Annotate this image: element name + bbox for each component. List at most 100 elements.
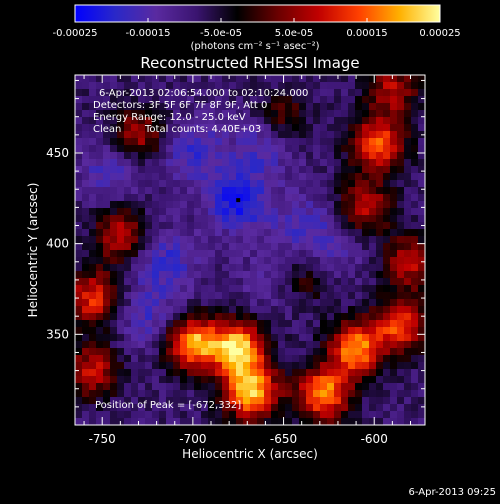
heatmap-cell (75, 243, 83, 251)
heatmap-cell (404, 75, 412, 83)
heatmap-cell (404, 152, 412, 160)
heatmap-cell (355, 404, 363, 412)
heatmap-cell (194, 96, 202, 104)
heatmap-cell (341, 187, 349, 195)
heatmap-cell (159, 278, 167, 286)
heatmap-cell (348, 285, 356, 293)
heatmap-cell (243, 383, 251, 391)
heatmap-cell (306, 292, 314, 300)
heatmap-cell (145, 397, 153, 405)
heatmap-cell (187, 75, 195, 83)
heatmap-cell (187, 285, 195, 293)
heatmap-cell (418, 327, 425, 335)
heatmap-cell (131, 131, 139, 139)
heatmap-cell (404, 390, 412, 398)
heatmap-cell (334, 390, 342, 398)
heatmap-cell (285, 229, 293, 237)
heatmap-cell (180, 313, 188, 321)
heatmap-cell (327, 306, 335, 314)
heatmap-cell (215, 411, 223, 419)
heatmap-cell (313, 334, 321, 342)
heatmap-cell (306, 236, 314, 244)
heatmap-cell (341, 285, 349, 293)
heatmap-cell (215, 320, 223, 328)
heatmap-cell (194, 278, 202, 286)
heatmap-cell (278, 369, 286, 377)
heatmap-cell (110, 299, 118, 307)
heatmap-cell (362, 285, 370, 293)
heatmap-cell (341, 390, 349, 398)
heatmap-cell (369, 117, 377, 125)
heatmap-cell (362, 397, 370, 405)
heatmap-cell (96, 166, 104, 174)
heatmap-cell (82, 404, 90, 412)
heatmap-cell (257, 82, 265, 90)
heatmap-cell (124, 117, 132, 125)
heatmap-cell (243, 327, 251, 335)
heatmap-cell (208, 320, 216, 328)
heatmap-cell (159, 334, 167, 342)
heatmap-cell (173, 187, 181, 195)
heatmap-cell (201, 334, 209, 342)
heatmap-cell (166, 334, 174, 342)
heatmap-cell (131, 271, 139, 279)
heatmap-cell (362, 236, 370, 244)
heatmap-cell (194, 376, 202, 384)
heatmap-cell (320, 208, 328, 216)
heatmap-cell (110, 404, 118, 412)
heatmap-cell (152, 159, 160, 167)
heatmap-cell (96, 250, 104, 258)
heatmap-cell (362, 145, 370, 153)
heatmap-cell (159, 89, 167, 97)
heatmap-cell (348, 369, 356, 377)
heatmap-cell (145, 222, 153, 230)
heatmap-cell (152, 369, 160, 377)
heatmap-cell (145, 229, 153, 237)
heatmap-cell (96, 369, 104, 377)
heatmap-cell (145, 194, 153, 202)
heatmap-cell (397, 208, 405, 216)
heatmap-cell (152, 404, 160, 412)
heatmap-cell (152, 110, 160, 118)
heatmap-cell (138, 299, 146, 307)
heatmap-cell (243, 285, 251, 293)
heatmap-cell (320, 124, 328, 132)
heatmap-cell (285, 404, 293, 412)
heatmap-cell (75, 355, 83, 363)
heatmap-cell (397, 334, 405, 342)
y-tick-label: 350 (46, 327, 69, 341)
heatmap-cell (103, 369, 111, 377)
heatmap-cell (355, 117, 363, 125)
heatmap-cell (187, 243, 195, 251)
heatmap-cell (145, 404, 153, 412)
heatmap-cell (152, 250, 160, 258)
heatmap-cell (138, 362, 146, 370)
heatmap-cell (327, 75, 335, 83)
heatmap-cell (327, 152, 335, 160)
heatmap-cell (159, 159, 167, 167)
heatmap-cell (96, 180, 104, 188)
heatmap-cell (117, 243, 125, 251)
heatmap-cell (159, 229, 167, 237)
heatmap-cell (138, 173, 146, 181)
heatmap-cell (124, 138, 132, 146)
heatmap-cell (390, 110, 398, 118)
heatmap-cell (355, 285, 363, 293)
heatmap-cell (418, 271, 425, 279)
heatmap-cell (110, 152, 118, 160)
heatmap-cell (285, 82, 293, 90)
heatmap-cell (124, 313, 132, 321)
heatmap-cell (103, 236, 111, 244)
heatmap-cell (75, 362, 83, 370)
heatmap-cell (250, 166, 258, 174)
heatmap-cell (103, 229, 111, 237)
heatmap-cell (208, 131, 216, 139)
heatmap-cell (138, 138, 146, 146)
heatmap-cell (278, 404, 286, 412)
heatmap-cell (173, 152, 181, 160)
heatmap-cell (215, 152, 223, 160)
heatmap-cell (299, 208, 307, 216)
heatmap-cell (215, 327, 223, 335)
heatmap-cell (264, 180, 272, 188)
heatmap-cell (299, 411, 307, 419)
